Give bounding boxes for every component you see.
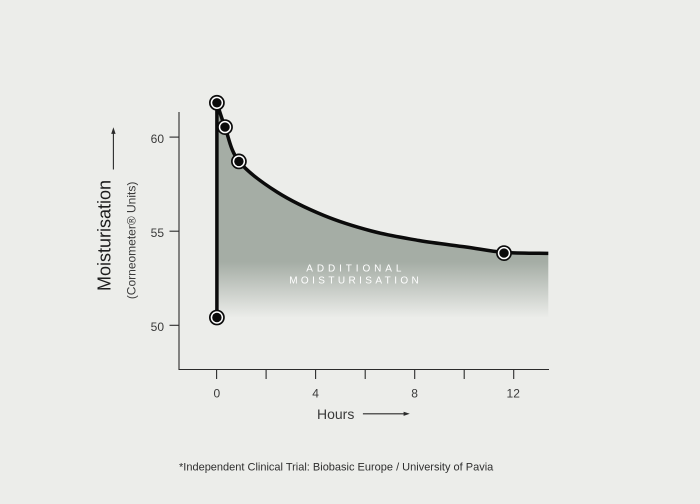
svg-text:8: 8 xyxy=(411,386,418,400)
svg-text:0: 0 xyxy=(214,386,221,400)
svg-text:ADDITIONAL: ADDITIONAL xyxy=(306,263,405,274)
svg-text:55: 55 xyxy=(151,226,165,240)
svg-text:Hours: Hours xyxy=(317,406,354,422)
svg-text:*Independent Clinical Trial: B: *Independent Clinical Trial: Biobasic Eu… xyxy=(179,461,494,473)
svg-text:(Corneometer® Units): (Corneometer® Units) xyxy=(124,182,138,300)
svg-text:Moisturisation: Moisturisation xyxy=(95,180,115,291)
svg-text:4: 4 xyxy=(312,386,319,400)
svg-text:50: 50 xyxy=(151,320,165,334)
svg-text:60: 60 xyxy=(151,132,165,146)
svg-text:12: 12 xyxy=(507,386,521,400)
svg-text:MOISTURISATION: MOISTURISATION xyxy=(289,276,422,287)
